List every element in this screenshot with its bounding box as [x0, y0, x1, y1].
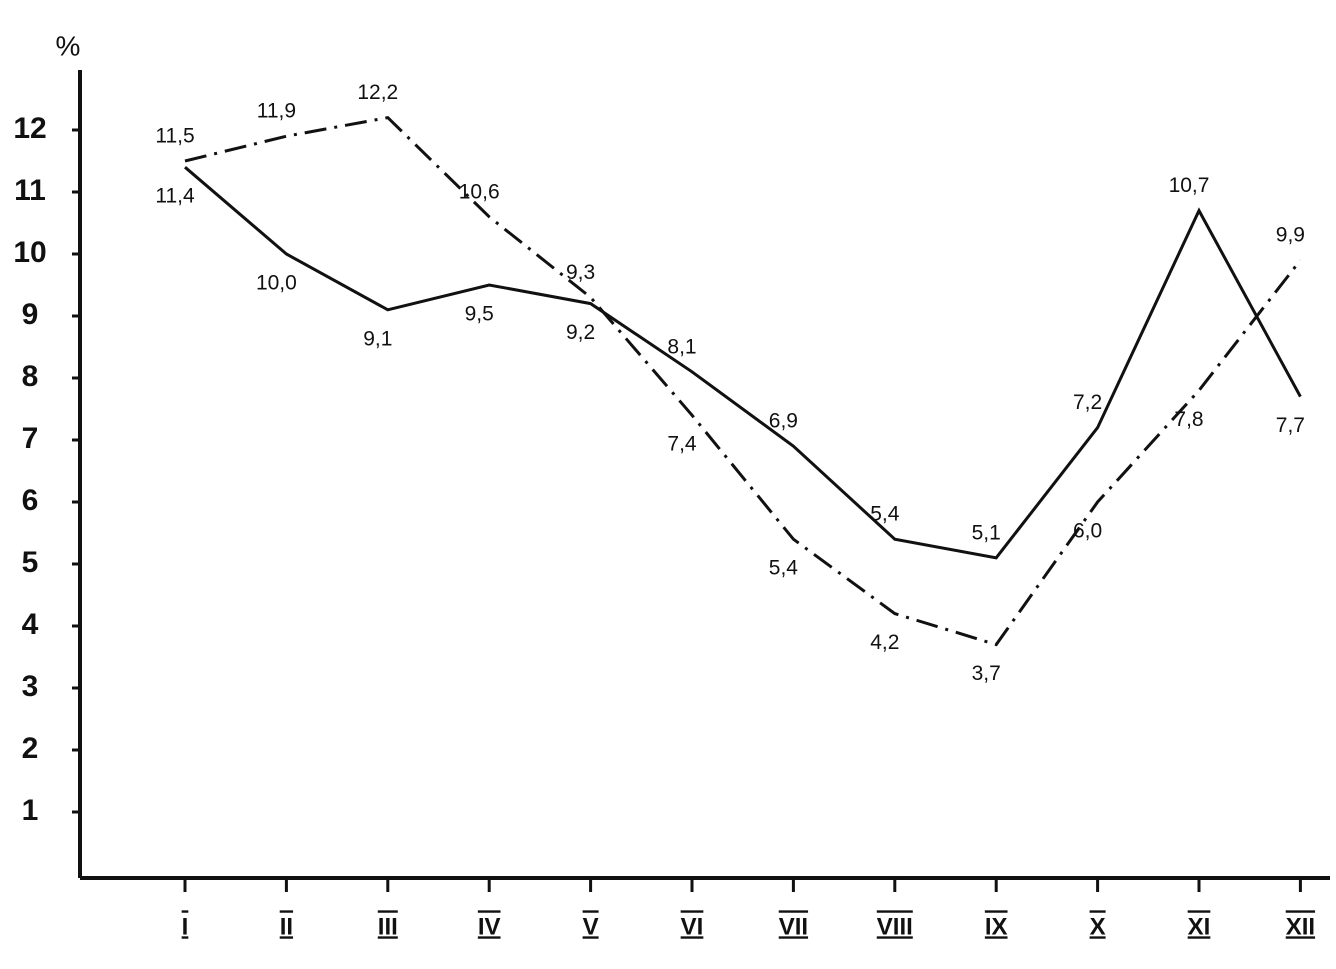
y-tick-label: 10 [13, 236, 46, 269]
value-label: 5,4 [870, 503, 900, 526]
y-tick-label: 6 [22, 484, 39, 517]
value-label: 9,3 [566, 261, 595, 284]
series-line [184, 166, 1302, 560]
value-label: 11,9 [257, 100, 296, 123]
value-label: 8,1 [667, 335, 696, 358]
y-tick-label: 11 [14, 174, 46, 207]
y-tick-label: 2 [22, 732, 39, 765]
value-label: 5,1 [972, 521, 1001, 544]
x-tick-label: IV [478, 913, 501, 940]
value-label: 7,2 [1073, 391, 1102, 414]
y-tick-label: 8 [22, 360, 39, 393]
y-tick-label: 5 [22, 546, 39, 579]
x-tick-label: XI [1188, 913, 1211, 940]
series-line [184, 115, 1302, 647]
x-tick-label: VIII [877, 913, 913, 940]
x-tick-label: V [583, 913, 599, 940]
value-label: 9,5 [465, 303, 494, 326]
y-tick-label: 3 [22, 670, 39, 703]
y-tick-label: 9 [22, 298, 39, 331]
value-label: 10,0 [256, 272, 297, 295]
x-tick-label: II [280, 913, 293, 940]
value-label: 9,9 [1276, 224, 1305, 247]
y-tick-label: 12 [13, 112, 46, 145]
value-label: 7,7 [1276, 414, 1305, 437]
x-tick-label: XII [1286, 913, 1315, 940]
value-label: 11,4 [155, 185, 195, 208]
value-label: 7,4 [667, 433, 697, 456]
value-label: 4,2 [870, 631, 899, 654]
value-label: 10,7 [1169, 174, 1210, 197]
value-label: 9,2 [566, 321, 595, 344]
y-tick-label: 1 [22, 794, 39, 827]
value-label: 11,5 [155, 125, 194, 148]
y-axis-label: % [56, 30, 81, 61]
x-tick-label: I [182, 913, 189, 940]
value-label: 5,4 [769, 557, 799, 580]
value-label: 6,9 [769, 410, 798, 433]
value-label: 6,0 [1073, 520, 1102, 543]
x-tick-label: III [378, 913, 398, 940]
y-tick-label: 7 [22, 422, 39, 455]
x-tick-label: VI [681, 913, 704, 940]
value-label: 3,7 [972, 662, 1001, 685]
x-tick-label: VII [779, 913, 808, 940]
value-label: 12,2 [357, 81, 398, 104]
x-tick-label: X [1090, 913, 1106, 940]
value-label: 9,1 [363, 327, 392, 350]
x-tick-label: IX [985, 913, 1008, 940]
y-tick-label: 4 [22, 608, 39, 641]
value-label: 10,6 [459, 180, 500, 203]
value-label: 7,8 [1174, 408, 1203, 431]
